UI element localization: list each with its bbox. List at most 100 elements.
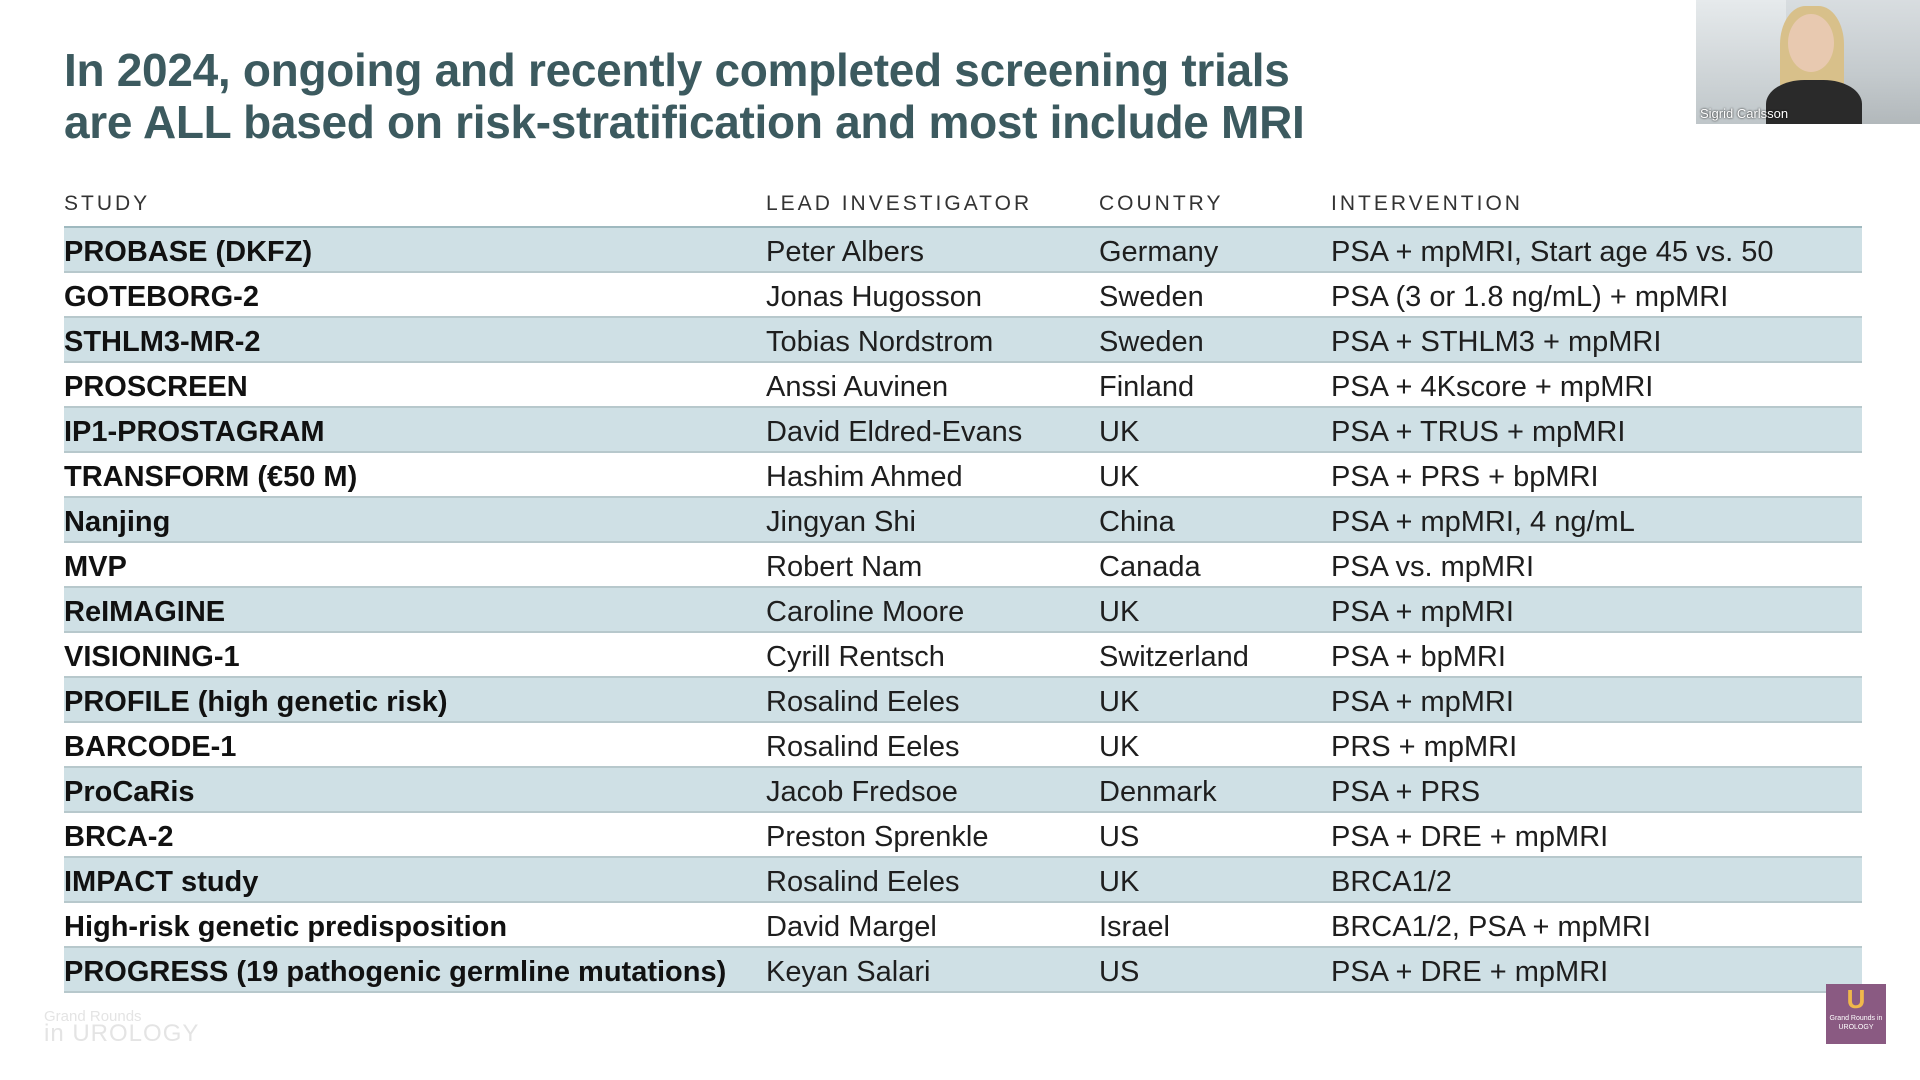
cell-country: Germany — [1099, 236, 1219, 268]
cell-country: Sweden — [1099, 281, 1204, 313]
cell-study: PROSCREEN — [64, 371, 248, 403]
table-row: MVP Robert Nam Canada PSA vs. mpMRI — [64, 543, 1862, 588]
cell-lead-investigator: Preston Sprenkle — [766, 821, 989, 853]
cell-lead-investigator: Rosalind Eeles — [766, 866, 960, 898]
cell-study: PROGRESS (19 pathogenic germline mutatio… — [64, 956, 727, 988]
presenter-name: Sigrid Carlsson — [1700, 106, 1789, 121]
cell-study: PROBASE (DKFZ) — [64, 236, 313, 268]
cell-intervention: PSA + TRUS + mpMRI — [1331, 416, 1626, 448]
cell-study: MVP — [64, 551, 127, 583]
cell-country: China — [1099, 506, 1175, 538]
cell-country: UK — [1099, 416, 1140, 448]
header-study: STUDY — [64, 192, 151, 215]
slide-title: In 2024, ongoing and recently completed … — [64, 44, 1305, 148]
table-row: IP1-PROSTAGRAM David Eldred-Evans UK PSA + … — [64, 408, 1862, 453]
cell-study: High-risk genetic predisposition — [64, 911, 508, 943]
cell-intervention: PSA + mpMRI, Start age 45 vs. 50 — [1331, 236, 1774, 268]
cell-country: Finland — [1099, 371, 1195, 403]
cell-intervention: PSA + 4Kscore + mpMRI — [1331, 371, 1654, 403]
table-row: GOTEBORG-2 Jonas Hugosson Sweden PSA (3 or … — [64, 273, 1862, 318]
cell-intervention: PSA (3 or 1.8 ng/mL) + mpMRI — [1331, 281, 1729, 313]
cell-study: GOTEBORG-2 — [64, 281, 259, 313]
cell-study: PROFILE (high genetic risk) — [64, 686, 448, 718]
cell-study: BARCODE-1 — [64, 731, 237, 763]
cell-country: Sweden — [1099, 326, 1204, 358]
table-row: VISIONING-1 Cyrill Rentsch Switzerland PSA … — [64, 633, 1862, 678]
cell-lead-investigator: Rosalind Eeles — [766, 686, 960, 718]
table-row: High-risk genetic predisposition David Ma… — [64, 903, 1862, 948]
cell-lead-investigator: Robert Nam — [766, 551, 923, 583]
cell-intervention: PSA + PRS + bpMRI — [1331, 461, 1599, 493]
cell-lead-investigator: David Eldred-Evans — [766, 416, 1023, 448]
table-row: TRANSFORM (€50 M) Hashim Ahmed UK PSA + PRS… — [64, 453, 1862, 498]
cell-country: UK — [1099, 866, 1140, 898]
cell-intervention: PSA + bpMRI — [1331, 641, 1506, 673]
table-row: ReIMAGINE Caroline Moore UK PSA + mpMRI — [64, 588, 1862, 633]
table-row: PROBASE (DKFZ) Peter Albers Germany PSA + m… — [64, 228, 1862, 273]
cell-country: Denmark — [1099, 776, 1217, 808]
grand-rounds-logo: U Grand Rounds in UROLOGY — [1826, 984, 1886, 1044]
table-row: IMPACT study Rosalind Eeles UK BRCA1/2 — [64, 858, 1862, 903]
cell-intervention: PSA vs. mpMRI — [1331, 551, 1535, 583]
cell-lead-investigator: David Margel — [766, 911, 937, 943]
table-row: PROFILE (high genetic risk) Rosalind Eele… — [64, 678, 1862, 723]
table-row: ProCaRis Jacob Fredsoe Denmark PSA + PRS — [64, 768, 1862, 813]
cell-intervention: BRCA1/2, PSA + mpMRI — [1331, 911, 1651, 943]
cell-lead-investigator: Jingyan Shi — [766, 506, 916, 538]
cell-study: VISIONING-1 — [64, 641, 240, 673]
cell-country: UK — [1099, 596, 1140, 628]
cell-study: IMPACT study — [64, 866, 259, 898]
watermark-line-1: Grand Rounds — [44, 1008, 142, 1025]
grand-rounds-watermark: Grand Rounds in UROLOGY — [44, 1008, 200, 1047]
table-row: STHLM3-MR-2 Tobias Nordstrom Sweden PSA + S… — [64, 318, 1862, 363]
cell-country: US — [1099, 956, 1140, 988]
cell-intervention: BRCA1/2 — [1331, 866, 1452, 898]
presenter-face — [1788, 14, 1834, 72]
table-row: PROSCREEN Anssi Auvinen Finland PSA + 4Ksco… — [64, 363, 1862, 408]
header-country: COUNTRY — [1099, 192, 1224, 215]
logo-text: Grand Rounds in UROLOGY — [1829, 1015, 1883, 1031]
table-body: PROBASE (DKFZ) Peter Albers Germany PSA + m… — [64, 228, 1862, 993]
cell-lead-investigator: Jonas Hugosson — [766, 281, 983, 313]
table-row: PROGRESS (19 pathogenic germline mutatio… — [64, 948, 1862, 993]
cell-country: Israel — [1099, 911, 1170, 943]
header-lead-investigator: LEAD INVESTIGATOR — [766, 192, 1033, 215]
cell-lead-investigator: Keyan Salari — [766, 956, 931, 988]
cell-study: STHLM3-MR-2 — [64, 326, 261, 358]
cell-lead-investigator: Peter Albers — [766, 236, 924, 268]
header-intervention: INTERVENTION — [1331, 192, 1523, 215]
slide-title-line-2: are ALL based on risk-stratification and… — [64, 96, 1305, 148]
cell-intervention: PSA + STHLM3 + mpMRI — [1331, 326, 1662, 358]
cell-study: ReIMAGINE — [64, 596, 226, 628]
cell-study: TRANSFORM (€50 M) — [64, 461, 358, 493]
cell-country: UK — [1099, 686, 1140, 718]
cell-country: UK — [1099, 461, 1140, 493]
cell-country: Canada — [1099, 551, 1201, 583]
table-header: STUDY LEAD INVESTIGATOR COUNTRY INTERVEN… — [64, 184, 1862, 228]
cell-lead-investigator: Anssi Auvinen — [766, 371, 949, 403]
presenter-body — [1766, 80, 1862, 124]
cell-lead-investigator: Hashim Ahmed — [766, 461, 963, 493]
cell-lead-investigator: Caroline Moore — [766, 596, 965, 628]
cell-intervention: PSA + DRE + mpMRI — [1331, 821, 1609, 853]
presenter-video-tile: Sigrid Carlsson — [1696, 0, 1920, 124]
cell-country: Switzerland — [1099, 641, 1249, 673]
cell-intervention: PRS + mpMRI — [1331, 731, 1518, 763]
cell-study: Nanjing — [64, 506, 171, 538]
cell-intervention: PSA + mpMRI, 4 ng/mL — [1331, 506, 1635, 538]
cell-lead-investigator: Rosalind Eeles — [766, 731, 960, 763]
watermark-line-2: in UROLOGY — [44, 1020, 200, 1047]
slide-title-line-1: In 2024, ongoing and recently completed … — [64, 44, 1290, 96]
logo-u-icon: U — [1846, 984, 1866, 1014]
cell-lead-investigator: Jacob Fredsoe — [766, 776, 958, 808]
cell-country: US — [1099, 821, 1140, 853]
cell-lead-investigator: Tobias Nordstrom — [766, 326, 994, 358]
cell-country: UK — [1099, 731, 1140, 763]
cell-intervention: PSA + mpMRI — [1331, 596, 1514, 628]
cell-lead-investigator: Cyrill Rentsch — [766, 641, 945, 673]
table-row: BARCODE-1 Rosalind Eeles UK PRS + mpMRI — [64, 723, 1862, 768]
cell-study: ProCaRis — [64, 776, 195, 808]
table-row: Nanjing Jingyan Shi China PSA + mpMRI, 4 ng… — [64, 498, 1862, 543]
cell-intervention: PSA + DRE + mpMRI — [1331, 956, 1609, 988]
